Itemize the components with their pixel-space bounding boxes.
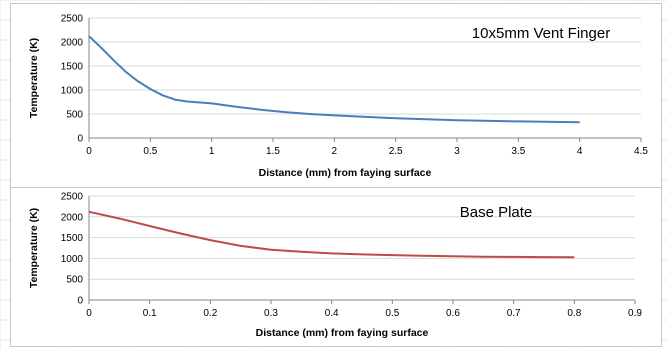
y-axis-title: Temperature (K)	[28, 38, 40, 118]
y-tick-label: 1500	[61, 233, 84, 244]
x-tick-label: 2	[332, 146, 338, 157]
x-tick-label: 0.1	[143, 308, 157, 319]
series-line-0	[88, 35, 580, 124]
x-tick-label: 0.5	[143, 146, 157, 157]
chart-vent-finger: 0 500 1000 1500 2000 2500 0 0.5 1 1.5 2 2.5 3 3.5 4 4.5…	[28, 14, 648, 180]
y-tick-label: 2500	[61, 192, 84, 203]
x-tick-label: 0.4	[325, 308, 339, 319]
x-tick-label: 4	[577, 146, 583, 157]
y-tick-label: 1500	[61, 62, 84, 73]
y-tick-label: 0	[77, 296, 83, 307]
y-tick-label: 2500	[61, 14, 84, 25]
y-tick-label: 1000	[61, 254, 84, 265]
x-tick-label: 0	[86, 308, 92, 319]
x-tick-label: 0.3	[264, 308, 278, 319]
chart-panel-base-plate: 0 500 1000 1500 2000 2500 0 0.1 0.2 0.3 0.4 0.5 0.6 0…	[10, 187, 662, 347]
x-tick-label: 0.9	[628, 308, 642, 319]
chart-title: 10x5mm Vent Finger	[472, 25, 610, 42]
x-tick-label: 3.5	[511, 146, 525, 157]
y-tick-label: 2000	[61, 38, 84, 49]
x-tick-label: 0.7	[507, 308, 521, 319]
x-axis-title: Distance (mm) from faying surface	[256, 327, 429, 339]
x-tick-label: 2.5	[389, 146, 403, 157]
x-tick-label: 1	[209, 146, 215, 157]
chart-base-plate: 0 500 1000 1500 2000 2500 0 0.1 0.2 0.3 0.4 0.5 0.6 0…	[28, 192, 642, 340]
x-tick-label: 0.2	[203, 308, 217, 319]
x-tick-label: 0.8	[567, 308, 581, 319]
y-tick-label: 1000	[61, 86, 84, 97]
x-tick-label: 3	[454, 146, 460, 157]
y-tick-label: 500	[66, 275, 83, 286]
x-tick-label: 1.5	[266, 146, 280, 157]
y-axis-title: Temperature (K)	[28, 208, 40, 288]
chart-title: Base Plate	[460, 204, 533, 221]
x-tick-label: 0.5	[385, 308, 399, 319]
y-tick-label: 2000	[61, 212, 84, 223]
y-tick-label: 0	[77, 134, 83, 145]
series-line-0	[88, 210, 575, 259]
y-tick-label: 500	[66, 110, 83, 121]
x-axis-title: Distance (mm) from faying surface	[259, 167, 432, 179]
x-tick-label: 0.6	[446, 308, 460, 319]
x-tick-label: 0	[86, 146, 92, 157]
x-tick-label: 4.5	[634, 146, 648, 157]
chart-panel-vent-finger: 0 500 1000 1500 2000 2500 0 0.5 1 1.5 2 2.5 3 3.5 4 4.5…	[10, 3, 662, 187]
